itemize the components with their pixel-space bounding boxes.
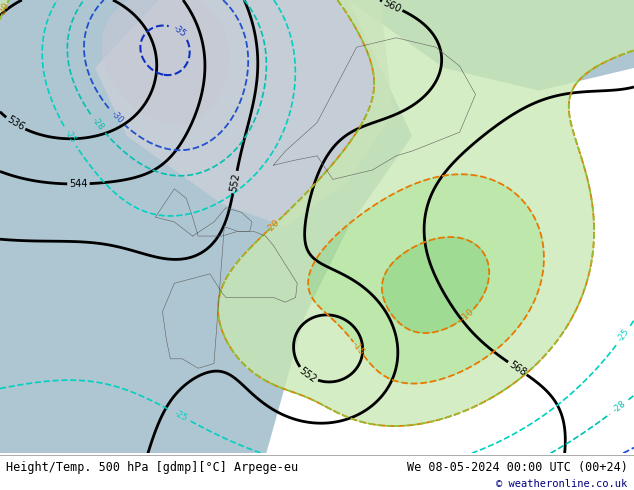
Polygon shape bbox=[349, 0, 634, 91]
Text: 552: 552 bbox=[297, 366, 318, 385]
Text: -30: -30 bbox=[108, 109, 124, 125]
Text: 544: 544 bbox=[69, 179, 87, 189]
Text: -25: -25 bbox=[63, 128, 77, 145]
Text: -10: -10 bbox=[459, 307, 476, 323]
Text: -25: -25 bbox=[172, 408, 188, 423]
Text: 568: 568 bbox=[507, 359, 528, 378]
Text: -28: -28 bbox=[90, 116, 105, 132]
Text: -20: -20 bbox=[0, 1, 11, 18]
Text: 552: 552 bbox=[228, 172, 242, 192]
Text: 536: 536 bbox=[5, 115, 26, 133]
Text: -15: -15 bbox=[351, 340, 366, 357]
Polygon shape bbox=[0, 0, 412, 453]
Text: We 08-05-2024 00:00 UTC (00+24): We 08-05-2024 00:00 UTC (00+24) bbox=[407, 461, 628, 474]
Text: Height/Temp. 500 hPa [gdmp][°C] Arpege-eu: Height/Temp. 500 hPa [gdmp][°C] Arpege-e… bbox=[6, 461, 299, 474]
Text: -20: -20 bbox=[264, 218, 281, 234]
Polygon shape bbox=[95, 0, 393, 226]
Text: -25: -25 bbox=[616, 327, 631, 343]
Text: -35: -35 bbox=[171, 23, 188, 39]
Text: 560: 560 bbox=[382, 0, 403, 14]
Text: -28: -28 bbox=[611, 399, 627, 415]
Text: © weatheronline.co.uk: © weatheronline.co.uk bbox=[496, 480, 628, 490]
